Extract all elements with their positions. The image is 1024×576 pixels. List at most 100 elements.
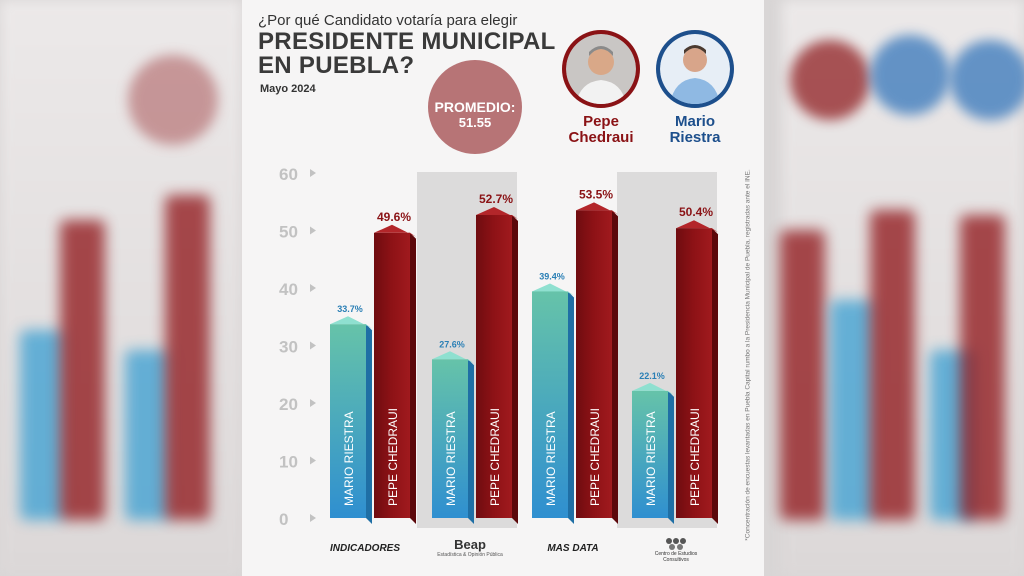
y-tick-label: 30 xyxy=(279,338,298,357)
blurred-bar xyxy=(960,215,1005,520)
series-name-label: PEPE CHEDRAUI xyxy=(688,408,702,506)
page-title: PRESIDENTE MUNICIPAL EN PUEBLA? xyxy=(258,30,556,78)
bar-cap-chedraui xyxy=(374,224,416,237)
bar-side-riestra xyxy=(468,359,474,524)
blurred-bar xyxy=(125,350,170,520)
bar-cap-chedraui xyxy=(476,206,518,219)
person-icon xyxy=(566,34,636,104)
bar-side-riestra xyxy=(668,390,674,524)
candidate-last-name: Riestra xyxy=(669,129,721,146)
avatar xyxy=(562,30,640,108)
bar-cap-riestra xyxy=(330,316,372,329)
y-tick-label: 60 xyxy=(279,165,298,184)
bar-chedraui xyxy=(374,232,410,519)
bar-side-chedraui xyxy=(410,232,416,525)
candidate-first-name: Mario xyxy=(674,113,715,130)
y-tick-label: 10 xyxy=(279,453,298,472)
pollster-name: INDICADORES xyxy=(330,543,401,554)
data-label: 53.5% xyxy=(579,187,613,201)
bar-cap-riestra xyxy=(532,283,574,296)
pollster-logo: Beap Estadística & Opinión Pública xyxy=(434,535,506,569)
person-icon xyxy=(660,34,730,104)
tick-arrow-icon xyxy=(310,456,316,465)
pollster-name: Beap xyxy=(454,537,486,552)
tick-arrow-icon xyxy=(310,514,316,522)
pollster-subtitle: Centro de Estudios Consultivos xyxy=(654,551,698,563)
pollster-subtitle: Estadística & Opinión Pública xyxy=(437,552,503,558)
bar-cap-riestra xyxy=(432,351,474,364)
bar-side-chedraui xyxy=(612,210,618,524)
bar-cap-chedraui xyxy=(676,220,718,233)
series-name-label: MARIO RIESTRA xyxy=(444,411,458,506)
blurred-bar xyxy=(60,220,105,520)
series-name-label: MARIO RIESTRA xyxy=(544,411,558,506)
candidate-name: Pepe Chedraui xyxy=(560,114,642,146)
data-label: 50.4% xyxy=(679,205,713,219)
average-value: 51.55 xyxy=(458,115,492,130)
data-label: 33.7% xyxy=(337,304,363,314)
blurred-bar xyxy=(165,195,210,520)
blurred-candidate-photo xyxy=(950,40,1024,120)
candidate-first-name: Pepe xyxy=(583,113,619,130)
y-tick-label: 0 xyxy=(279,510,288,529)
pollster-logo: MAS DATA xyxy=(538,535,608,569)
candidate-last-name: Chedraui xyxy=(568,129,634,146)
series-name-label: PEPE CHEDRAUI xyxy=(588,408,602,506)
data-label: 49.6% xyxy=(377,210,411,224)
bar-chedraui xyxy=(676,228,712,518)
blurred-candidate-photo xyxy=(790,40,870,120)
data-label: 39.4% xyxy=(539,271,565,281)
candidate-name: Mario Riestra xyxy=(654,114,736,146)
bar-chedraui xyxy=(576,210,612,518)
blurred-candidate-photo xyxy=(870,35,950,115)
series-name-label: PEPE CHEDRAUI xyxy=(386,408,400,506)
question-text: ¿Por qué Candidato votaría para elegir xyxy=(258,12,518,29)
data-label: 22.1% xyxy=(639,371,665,381)
source-note-text: *Concentración de encuestas levantadas e… xyxy=(744,169,752,541)
y-tick-label: 50 xyxy=(279,223,298,242)
title-line-1: PRESIDENTE MUNICIPAL xyxy=(258,28,556,55)
candidate-riestra: Mario Riestra xyxy=(654,30,736,146)
bar-chart: 0 10 20 30 40 50 60 33.7% MARIO RIESTRA 49.6% PEPE… xyxy=(279,165,718,529)
bar-cap-riestra xyxy=(632,382,674,395)
blurred-bar xyxy=(830,300,875,520)
survey-date: Mayo 2024 xyxy=(260,83,316,95)
tick-arrow-icon xyxy=(310,284,316,292)
blurred-average-circle xyxy=(128,55,218,145)
data-label: 52.7% xyxy=(479,192,513,206)
average-badge: PROMEDIO: 51.55 xyxy=(428,60,522,154)
bar-riestra xyxy=(532,291,568,518)
dots-logo-icon xyxy=(665,537,687,551)
series-name-label: MARIO RIESTRA xyxy=(644,411,658,506)
bar-chedraui xyxy=(476,214,512,518)
tick-arrow-icon xyxy=(310,226,316,235)
series-name-label: PEPE CHEDRAUI xyxy=(488,408,502,506)
tick-arrow-icon xyxy=(310,169,316,177)
blurred-bar xyxy=(780,230,825,520)
series-name-label: MARIO RIESTRA xyxy=(342,411,356,506)
pollster-logo: Centro de Estudios Consultivos xyxy=(646,535,706,569)
bar-riestra xyxy=(632,390,668,518)
data-label: 27.6% xyxy=(439,339,465,349)
bar-riestra xyxy=(432,359,468,518)
bar-side-riestra xyxy=(568,291,574,524)
tick-arrow-icon xyxy=(310,341,316,350)
candidate-chedraui: Pepe Chedraui xyxy=(560,30,642,146)
avatar xyxy=(656,30,734,108)
y-tick-label: 40 xyxy=(279,280,298,299)
blurred-bar xyxy=(20,330,65,520)
bar-cap-chedraui xyxy=(576,202,618,215)
pollster-logo: INDICADORES xyxy=(330,535,400,569)
bar-side-riestra xyxy=(366,324,372,524)
title-line-2: EN PUEBLA? xyxy=(258,52,415,79)
y-tick-label: 20 xyxy=(279,395,298,414)
average-label: PROMEDIO: xyxy=(434,99,516,115)
pollster-name: MAS DATA xyxy=(547,543,599,554)
infographic-card: ¿Por qué Candidato votaría para elegir P… xyxy=(242,0,764,576)
bar-side-chedraui xyxy=(512,214,518,524)
blurred-bar xyxy=(870,210,915,520)
source-note: *Concentración de encuestas levantadas e… xyxy=(740,169,756,541)
bar-side-chedraui xyxy=(712,228,718,524)
bar-riestra xyxy=(330,324,366,518)
